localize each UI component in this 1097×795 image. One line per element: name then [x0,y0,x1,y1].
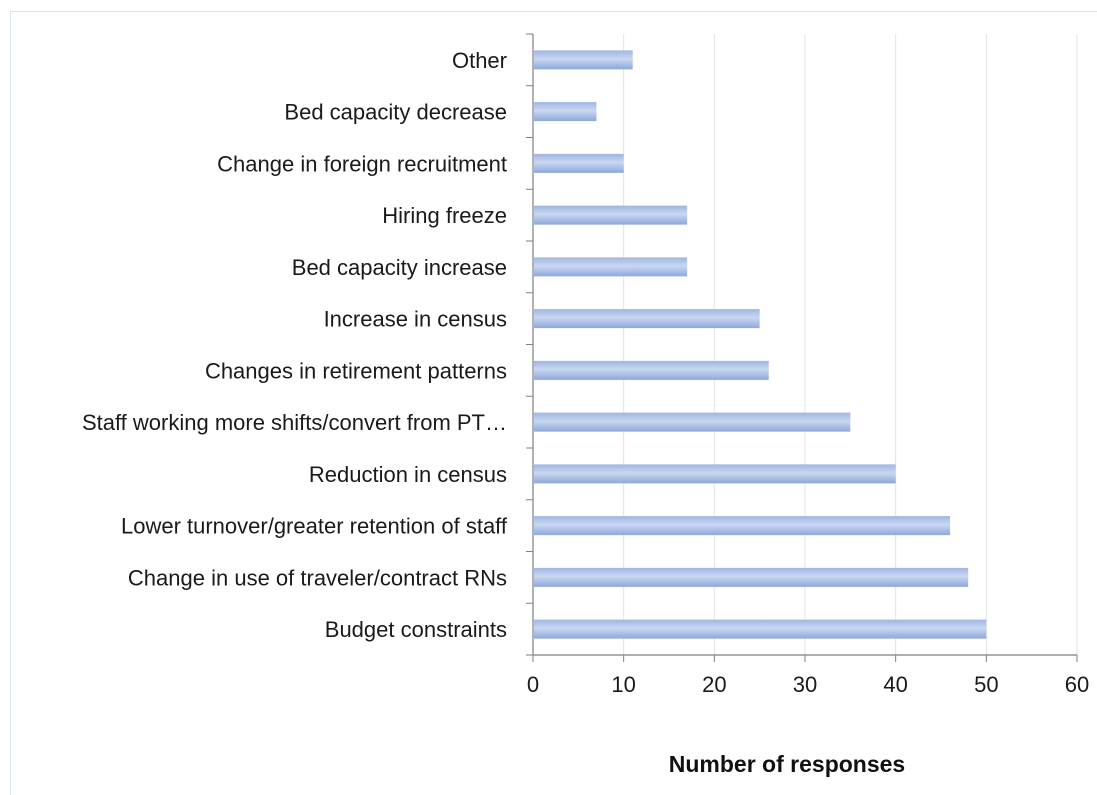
category-label: Increase in census [324,307,507,332]
x-tick-label: 50 [974,672,998,697]
x-axis-title: Number of responses [669,751,905,777]
category-label: Other [452,48,507,73]
bar [534,153,624,173]
category-label: Change in foreign recruitment [217,151,507,176]
category-labels: Budget constraints Change in use of trave… [82,48,508,642]
gridlines [623,34,1078,655]
bar [534,464,896,484]
category-label: Staff working more shifts/convert from P… [82,410,507,435]
bar [534,309,760,329]
x-tick-label: 0 [527,672,539,697]
bar [534,412,851,432]
category-label: Bed capacity increase [292,255,507,280]
category-label: Changes in retirement patterns [205,358,507,383]
x-tick-label: 40 [883,672,907,697]
category-label: Bed capacity decrease [284,100,507,125]
category-label: Budget constraints [325,617,507,642]
x-tick-labels: 0 10 20 30 40 50 60 [527,672,1089,697]
bar [534,50,633,70]
category-label: Lower turnover/greater retention of staf… [121,514,508,539]
bar [534,205,688,225]
bar [534,567,969,587]
axes [526,33,1078,662]
x-tick-label: 30 [793,672,817,697]
x-tick-label: 20 [702,672,726,697]
x-tick-label: 10 [611,672,635,697]
bar [534,257,688,277]
chart-frame [10,11,1097,795]
bar [534,619,987,639]
bar [534,360,769,380]
category-label: Change in use of traveler/contract RNs [128,565,507,590]
bar [534,102,597,122]
bars [534,50,987,639]
bar [534,516,951,536]
category-label: Reduction in census [309,462,507,487]
x-tick-label: 60 [1065,672,1089,697]
category-label: Hiring freeze [382,203,507,228]
